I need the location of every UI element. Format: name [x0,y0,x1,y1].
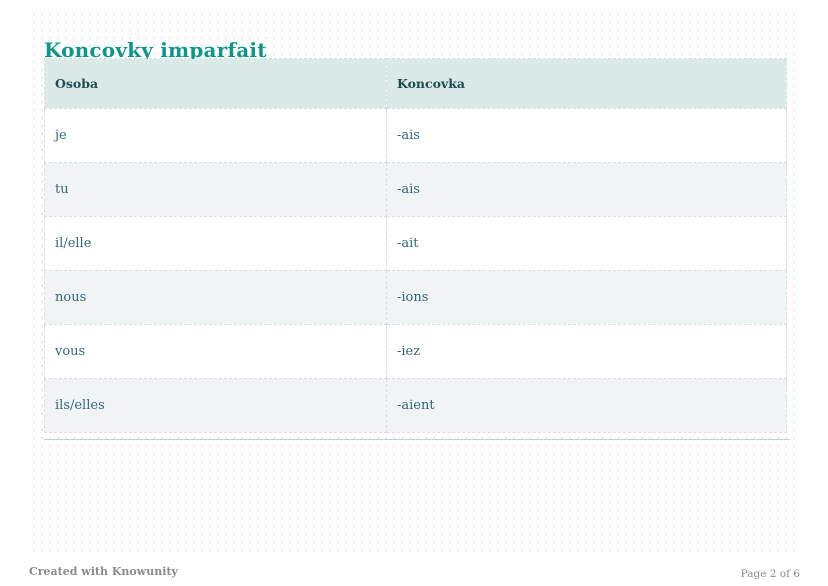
cell-osoba: je [44,108,387,163]
footer-branding: Created with Knowunity [29,565,178,578]
cell-koncovka: -aient [386,378,787,433]
cell-koncovka: -iez [386,324,787,379]
cell-osoba: tu [44,162,387,217]
cell-koncovka: -ais [386,108,787,163]
cell-osoba: nous [44,270,387,325]
table-header: Osoba Koncovka [44,58,787,109]
table-row: je -ais [44,108,787,163]
table-header-row: Osoba Koncovka [44,58,787,109]
cell-koncovka: -ais [386,162,787,217]
column-header-osoba: Osoba [44,58,387,109]
page-number: Page 2 of 6 [740,568,800,580]
table-row: ils/elles -aient [44,378,787,433]
table-body: je -ais tu -ais il/elle -ait nous -ions vous -iez… [44,108,787,433]
horizontal-rule [44,439,790,440]
cell-koncovka: -ions [386,270,787,325]
table-row: nous -ions [44,270,787,325]
cell-osoba: ils/elles [44,378,387,433]
table-row: tu -ais [44,162,787,217]
table-row: vous -iez [44,324,787,379]
conjugation-table: Osoba Koncovka je -ais tu -ais il/elle -ait no… [44,58,787,433]
cell-osoba: vous [44,324,387,379]
table-row: il/elle -ait [44,216,787,271]
cell-osoba: il/elle [44,216,387,271]
column-header-koncovka: Koncovka [386,58,787,109]
cell-koncovka: -ait [386,216,787,271]
